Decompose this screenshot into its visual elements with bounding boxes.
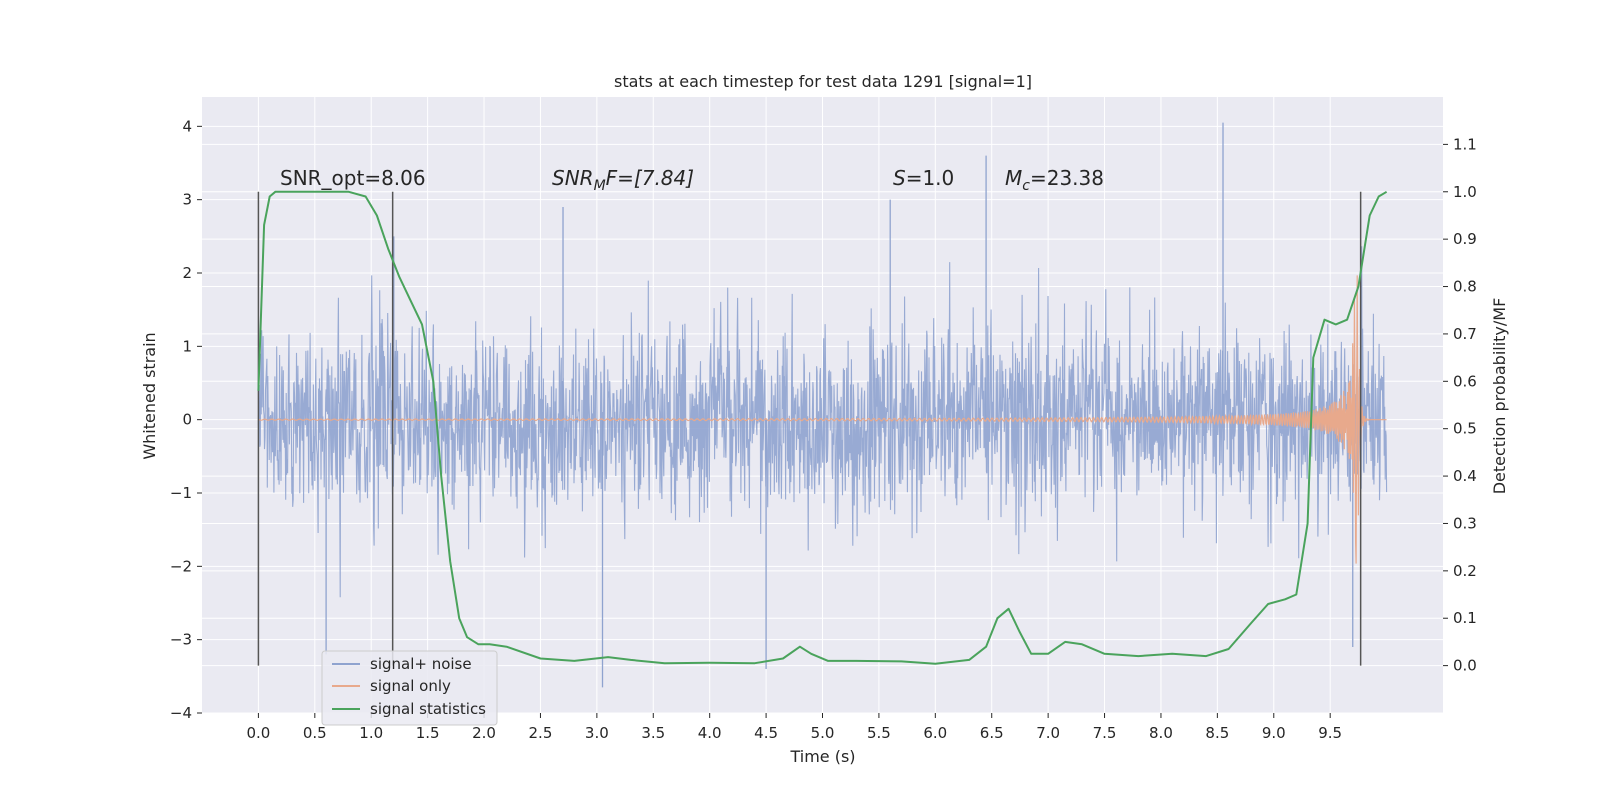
x-tick-label: 8.0 bbox=[1149, 724, 1173, 742]
y-axis-title: Whitened strain bbox=[140, 332, 159, 459]
x-axis-title: Time (s) bbox=[789, 747, 855, 766]
annotation-mc-main: M bbox=[1005, 166, 1022, 190]
x-tick-label: 9.0 bbox=[1262, 724, 1286, 742]
x-tick-label: 5.5 bbox=[867, 724, 891, 742]
annotation-s: S=1.0 bbox=[893, 166, 954, 190]
y2-tick-label: 0.2 bbox=[1453, 562, 1477, 580]
annotation-snr-opt: SNR_opt=8.06 bbox=[280, 166, 426, 190]
chirp-trace bbox=[258, 275, 1387, 564]
statistics-line bbox=[257, 190, 1388, 665]
annotation-snr-mf-main: SNR bbox=[552, 166, 594, 190]
x-tick-label: 9.5 bbox=[1318, 724, 1342, 742]
y2-tick-label: 0.8 bbox=[1453, 278, 1477, 296]
y2-tick-label: 0.7 bbox=[1453, 325, 1477, 343]
x-tick-label: 7.0 bbox=[1036, 724, 1060, 742]
x-tick-label: 5.0 bbox=[811, 724, 835, 742]
legend-box bbox=[321, 650, 498, 726]
plot-area-group bbox=[202, 97, 1443, 714]
x-tick-label: 3.5 bbox=[641, 724, 665, 742]
legend-label-signal-noise: signal+ noise bbox=[370, 655, 472, 673]
annotation-snr-mf-rest: F=[7.84] bbox=[606, 166, 694, 190]
series-signal-only bbox=[258, 275, 1387, 564]
annotation-snr-mf-sub: M bbox=[594, 178, 606, 194]
x-tick-label: 7.5 bbox=[1093, 724, 1117, 742]
y-tick-label: −2 bbox=[170, 557, 192, 575]
legend-label-signal-only: signal only bbox=[370, 677, 451, 695]
annotation-s-rest: =1.0 bbox=[906, 166, 955, 190]
y-tick-label: 3 bbox=[182, 191, 192, 209]
legend-label-signal-statistics: signal statistics bbox=[370, 700, 486, 718]
x-tick-label: 0.5 bbox=[303, 724, 327, 742]
x-tick-label: 8.5 bbox=[1205, 724, 1229, 742]
x-tick-label: 2.0 bbox=[472, 724, 496, 742]
noise-trace bbox=[257, 246, 1388, 598]
x-tick-label: 4.5 bbox=[754, 724, 778, 742]
annotations: SNR_opt=8.06 SNRMF=[7.84] S=1.0 Mc=23.38 bbox=[280, 166, 1104, 194]
x-tick-label: 4.0 bbox=[698, 724, 722, 742]
y-tick-label: 2 bbox=[182, 264, 192, 282]
annotation-mc-rest: =23.38 bbox=[1030, 166, 1104, 190]
x-tick-label: 1.5 bbox=[416, 724, 440, 742]
y2-tick-label: 0.0 bbox=[1453, 657, 1477, 675]
y2-axis-title: Detection probability/MF bbox=[1490, 298, 1509, 495]
y2-tick-label: 0.4 bbox=[1453, 467, 1477, 485]
y2-tick-label: 0.9 bbox=[1453, 230, 1477, 248]
y2-tick-label: 0.5 bbox=[1453, 420, 1477, 438]
x-axis-ticks: 0.0 0.5 1.0 1.5 2.0 2.5 3.0 3.5 4.0 4.5 5.0 5.5 6.0 6… bbox=[246, 713, 1342, 742]
y2-axis-ticks: 1.1 1.0 0.9 0.8 0.7 0.6 0.5 0.4 0.3 0.2 0.1 0.0 bbox=[1443, 135, 1477, 675]
legend: signal+ noise signal only signal statist… bbox=[321, 650, 498, 726]
y-tick-label: −3 bbox=[170, 631, 192, 649]
x-tick-label: 0.0 bbox=[246, 724, 270, 742]
annotation-s-main: S bbox=[893, 166, 906, 190]
y2-tick-label: 1.0 bbox=[1453, 183, 1477, 201]
y2-tick-label: 0.6 bbox=[1453, 372, 1477, 390]
chart-title: stats at each timestep for test data 129… bbox=[614, 72, 1032, 91]
x-tick-label: 6.5 bbox=[980, 724, 1004, 742]
series-signal-statistics bbox=[257, 190, 1388, 665]
y-tick-label: 4 bbox=[182, 117, 192, 135]
y2-tick-label: 0.3 bbox=[1453, 514, 1477, 532]
annotation-snr-mf: SNRMF=[7.84] bbox=[552, 166, 694, 194]
x-tick-label: 6.0 bbox=[923, 724, 947, 742]
y-axis-ticks: 4 3 2 1 0 −1 −2 −3 −4 bbox=[170, 117, 202, 722]
y2-tick-label: 1.1 bbox=[1453, 135, 1477, 153]
x-tick-label: 3.0 bbox=[585, 724, 609, 742]
annotation-mc-sub: c bbox=[1022, 178, 1030, 194]
y-tick-label: 0 bbox=[182, 411, 192, 429]
y-tick-label: −4 bbox=[170, 704, 192, 722]
x-tick-label: 2.5 bbox=[529, 724, 553, 742]
y-tick-label: 1 bbox=[182, 337, 192, 355]
annotation-mc: Mc=23.38 bbox=[1005, 166, 1104, 194]
series-signal-noise bbox=[257, 122, 1388, 688]
y2-tick-label: 0.1 bbox=[1453, 609, 1477, 627]
y-tick-label: −1 bbox=[170, 484, 192, 502]
x-tick-label: 1.0 bbox=[359, 724, 383, 742]
